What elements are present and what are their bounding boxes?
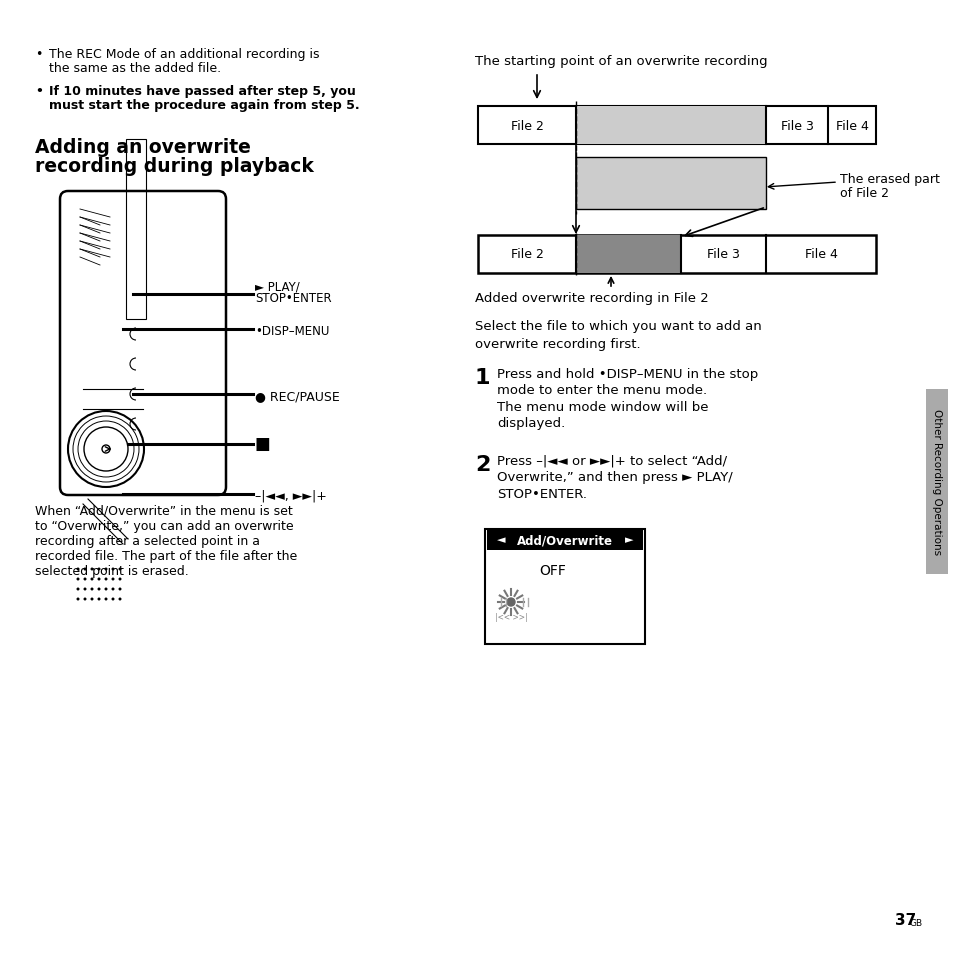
Text: File 3: File 3	[780, 119, 813, 132]
Text: Other Recording Operations: Other Recording Operations	[931, 409, 941, 555]
Text: File 3: File 3	[706, 248, 740, 261]
Circle shape	[112, 578, 114, 581]
Circle shape	[105, 588, 108, 591]
Circle shape	[105, 598, 108, 601]
Bar	[126, 140, 146, 319]
Circle shape	[91, 598, 93, 601]
Bar	[925, 390, 947, 575]
Text: The REC Mode of an additional recording is: The REC Mode of an additional recording …	[49, 48, 319, 61]
Text: ◄: ◄	[497, 535, 505, 545]
Bar	[576, 158, 765, 210]
Text: Press –|◄◄ or ►►|+ to select “Add/: Press –|◄◄ or ►►|+ to select “Add/	[497, 455, 726, 468]
Text: recording during playback: recording during playback	[35, 157, 314, 175]
Text: must start the procedure again from step 5.: must start the procedure again from step…	[49, 99, 359, 112]
Text: •: •	[35, 48, 42, 61]
Text: The erased part: The erased part	[840, 172, 939, 186]
Circle shape	[118, 568, 121, 571]
Circle shape	[76, 578, 79, 581]
Text: The menu mode window will be: The menu mode window will be	[497, 400, 708, 414]
Text: The starting point of an overwrite recording: The starting point of an overwrite recor…	[475, 55, 767, 68]
Text: STOP•ENTER: STOP•ENTER	[254, 292, 332, 305]
Text: Add/Overwrite: Add/Overwrite	[517, 534, 613, 546]
Bar	[576, 107, 765, 145]
Text: Added overwrite recording in File 2: Added overwrite recording in File 2	[475, 292, 708, 305]
Circle shape	[112, 568, 114, 571]
Text: –|◄◄, ►►|+: –|◄◄, ►►|+	[254, 490, 327, 502]
Text: STOP•ENTER.: STOP•ENTER.	[497, 488, 586, 500]
Text: Overwrite,” and then press ► PLAY/: Overwrite,” and then press ► PLAY/	[497, 471, 732, 484]
Text: •: •	[35, 85, 43, 98]
Text: of File 2: of File 2	[840, 187, 888, 200]
Text: the same as the added file.: the same as the added file.	[49, 62, 221, 75]
Text: •DISP–MENU: •DISP–MENU	[254, 325, 329, 337]
Text: OFF: OFF	[539, 563, 566, 578]
Text: 2: 2	[475, 455, 490, 475]
Bar	[484, 530, 644, 644]
Text: recording after a selected point in a: recording after a selected point in a	[35, 535, 260, 547]
Text: File 4: File 4	[835, 119, 867, 132]
Text: Press and hold •DISP–MENU in the stop: Press and hold •DISP–MENU in the stop	[497, 368, 758, 380]
Bar	[486, 530, 642, 551]
Circle shape	[97, 588, 100, 591]
Text: Select the file to which you want to add an: Select the file to which you want to add…	[475, 319, 760, 333]
Circle shape	[105, 568, 108, 571]
Text: File 4: File 4	[803, 248, 837, 261]
Text: ►: ►	[624, 535, 633, 545]
Circle shape	[97, 598, 100, 601]
Circle shape	[97, 578, 100, 581]
Text: ■: ■	[254, 435, 271, 453]
FancyBboxPatch shape	[60, 192, 226, 496]
Circle shape	[91, 578, 93, 581]
Circle shape	[84, 568, 87, 571]
Text: If 10 minutes have passed after step 5, you: If 10 minutes have passed after step 5, …	[49, 85, 355, 98]
Text: recorded file. The part of the file after the: recorded file. The part of the file afte…	[35, 550, 297, 562]
Circle shape	[84, 578, 87, 581]
Circle shape	[118, 588, 121, 591]
Circle shape	[97, 568, 100, 571]
Circle shape	[91, 588, 93, 591]
Circle shape	[112, 598, 114, 601]
Bar	[477, 235, 875, 274]
Text: overwrite recording first.: overwrite recording first.	[475, 337, 640, 351]
Text: File 2: File 2	[510, 248, 543, 261]
Circle shape	[84, 598, 87, 601]
Bar	[576, 235, 680, 274]
Circle shape	[105, 578, 108, 581]
Text: selected point is erased.: selected point is erased.	[35, 564, 189, 578]
Circle shape	[84, 588, 87, 591]
Circle shape	[91, 568, 93, 571]
Text: Adding an overwrite: Adding an overwrite	[35, 138, 251, 157]
Text: 1: 1	[475, 368, 490, 388]
Bar	[477, 107, 875, 145]
Text: displayed.: displayed.	[497, 417, 565, 430]
Circle shape	[118, 598, 121, 601]
Text: GB: GB	[909, 918, 923, 927]
Text: ● REC/PAUSE: ● REC/PAUSE	[254, 390, 339, 402]
Text: 37: 37	[894, 912, 915, 927]
Circle shape	[76, 588, 79, 591]
Text: mode to enter the menu mode.: mode to enter the menu mode.	[497, 384, 706, 397]
Text: When “Add/Overwrite” in the menu is set: When “Add/Overwrite” in the menu is set	[35, 504, 293, 517]
Circle shape	[118, 578, 121, 581]
Text: |<< >>|: |<< >>|	[495, 612, 527, 620]
Circle shape	[112, 588, 114, 591]
Circle shape	[102, 446, 110, 454]
Circle shape	[76, 568, 79, 571]
Circle shape	[76, 598, 79, 601]
Circle shape	[506, 598, 515, 606]
Text: File 2: File 2	[510, 119, 543, 132]
Text: ► PLAY/: ► PLAY/	[254, 280, 299, 293]
Text: to “Overwrite,” you can add an overwrite: to “Overwrite,” you can add an overwrite	[35, 519, 294, 533]
